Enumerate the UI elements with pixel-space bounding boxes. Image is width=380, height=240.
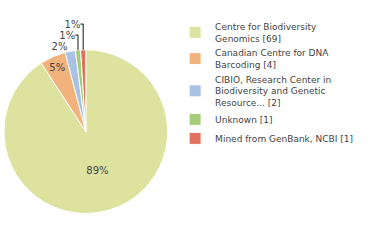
svg-text:1%: 1% [59, 30, 75, 41]
svg-text:Mined from GenBank, NCBI [1]: Mined from GenBank, NCBI [1] [215, 134, 353, 144]
svg-text:2%: 2% [52, 41, 68, 52]
svg-text:Unknown [1]: Unknown [1] [215, 115, 272, 125]
svg-text:CIBIO, Research Center inBiodi: CIBIO, Research Center inBiodiversity an… [215, 75, 331, 108]
svg-text:5%: 5% [49, 62, 65, 73]
svg-text:1%: 1% [65, 19, 81, 30]
svg-text:89%: 89% [86, 165, 108, 176]
svg-text:Canadian Centre for DNABarcodi: Canadian Centre for DNABarcoding [4] [215, 48, 329, 70]
svg-text:Centre for BiodiversityGenomic: Centre for BiodiversityGenomics [69] [215, 22, 317, 44]
